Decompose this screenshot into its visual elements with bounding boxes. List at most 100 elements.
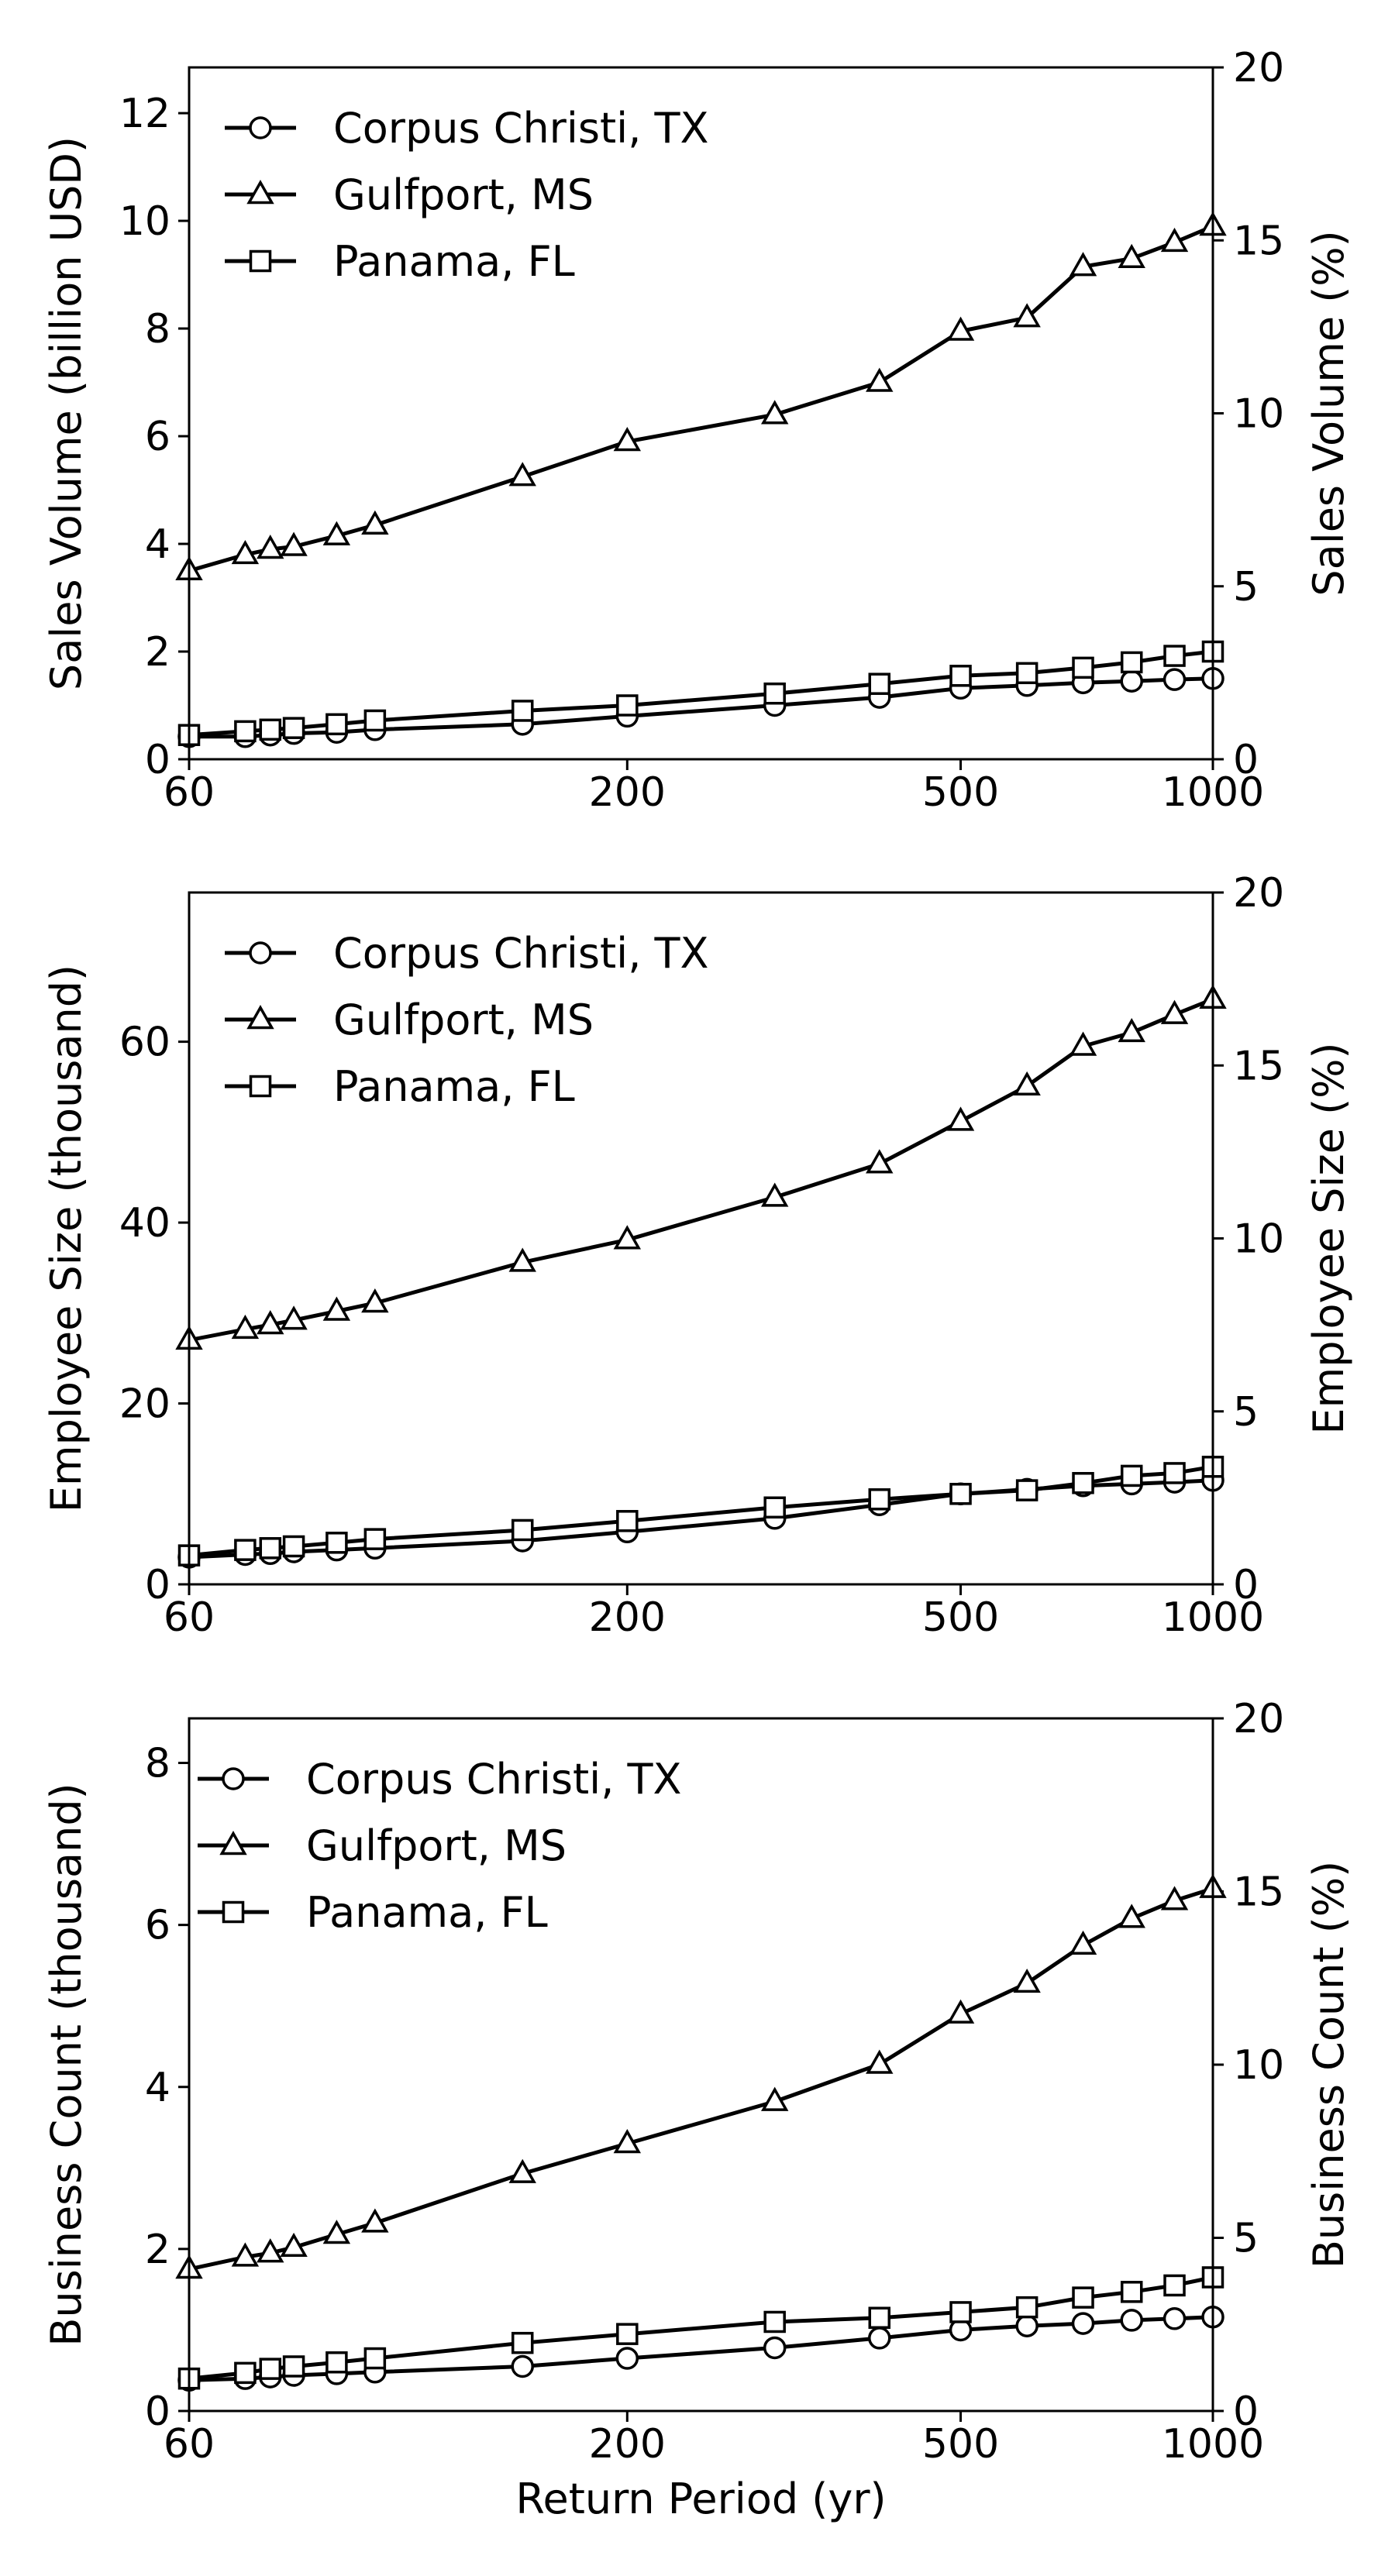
square-marker [1163,2274,1186,2297]
series-line [188,224,1214,573]
y2-tick-label: 15 [1233,1869,1284,1916]
square-marker [511,1518,534,1542]
legend-entry: Corpus Christi, TX [225,104,709,153]
y-tick-label: 0 [145,1562,170,1608]
legend-entry: Panama, FL [225,237,575,286]
legend-entry: Gulfport, MS [225,170,594,219]
circle-marker [249,116,272,139]
y2-tick-label: 20 [1233,45,1284,91]
square-marker [616,2323,639,2345]
y-tick-label: 60 [119,1020,170,1066]
y2-tick-label: 10 [1233,391,1284,438]
series-line [188,2275,1214,2381]
square-marker [259,1537,282,1560]
y-tick-label: 4 [145,2065,170,2111]
series-line [189,676,1214,739]
triangle-marker [946,1999,975,2024]
square-marker [1072,2286,1094,2309]
square-marker [234,2361,257,2385]
circle-marker [1162,2307,1187,2330]
y2-axis-label: Business Count (%) [1304,1861,1353,2268]
square-marker [511,2331,534,2354]
triangle-marker [231,2242,260,2267]
circle-marker [511,2354,534,2378]
circle-marker [615,2347,639,2370]
triangle-marker [1069,252,1097,277]
y2-tick-label: 0 [1233,1562,1259,1608]
square-marker [259,2358,282,2380]
legend-entry: Corpus Christi, TX [225,929,709,978]
x-tick-label: 60 [164,769,215,816]
triangle-marker [361,510,389,535]
triangle-marker [946,1106,975,1131]
y-axis-label: Employee Size (thousand) [42,965,91,1512]
y2-axis-label: Employee Size (%) [1304,1042,1353,1434]
plot-frame [188,1717,1214,2413]
y-tick-label: 2 [145,629,170,676]
square-marker [363,1528,387,1550]
circle-marker [1071,2312,1095,2335]
y2-tick-label: 5 [1233,564,1259,610]
series-line [188,997,1214,1343]
triangle-marker [257,1310,284,1335]
square-marker [949,665,972,687]
x-tick-label: 500 [922,769,999,816]
legend-entry: Corpus Christi, TX [198,1755,682,1804]
square-marker [949,1483,972,1505]
triangle-marker [1069,1031,1097,1056]
x-tick-label: 60 [164,1594,215,1641]
y2-tick-label: 10 [1233,2042,1284,2089]
triangle-marker [280,1305,308,1330]
y-tick-label: 12 [119,91,170,137]
square-marker [1120,651,1143,674]
x-tick-label: 500 [922,2421,999,2468]
y-tick-label: 2 [145,2227,170,2273]
y2-tick-label: 0 [1233,737,1259,783]
triangle-marker [361,2208,389,2233]
square-marker [282,1535,305,1558]
y-tick-label: 20 [119,1381,170,1428]
x-tick-label: 1000 [1162,1594,1264,1641]
triangle-marker [231,539,260,565]
square-marker [1120,2281,1143,2303]
y2-tick-label: 15 [1233,218,1284,264]
triangle-marker [1013,303,1041,328]
plot-frame [188,891,1214,1586]
triangle-marker [508,1247,536,1272]
triangle-marker [760,2086,789,2111]
y-axis-label: Business Count (thousand) [42,1783,91,2346]
square-marker [763,1496,786,1519]
y-tick-label: 0 [145,2389,170,2435]
triangle-marker [866,367,894,392]
triangle-marker [322,2220,351,2244]
triangle-marker [613,427,642,452]
x-tick-label: 200 [589,769,666,816]
circle-marker [1120,669,1143,693]
triangle-marker [866,1149,894,1174]
square-marker [222,1900,245,1924]
triangle-marker [508,2158,536,2183]
series-line [188,649,1214,738]
square-marker [868,672,891,695]
x-axis-label: Return Period (yr) [515,2475,886,2523]
square-marker [1015,2296,1038,2319]
y2-tick-label: 20 [1233,1696,1284,1742]
square-marker [511,700,534,722]
triangle-marker [613,2129,642,2154]
legend-label: Corpus Christi, TX [306,1755,682,1804]
square-marker [1072,1472,1094,1494]
square-marker [326,2351,348,2374]
triangle-marker [613,1225,642,1250]
square-marker [259,718,282,741]
triangle-marker [508,462,536,487]
square-marker [1015,662,1038,685]
y-tick-label: 0 [145,737,170,783]
square-marker [326,1532,348,1554]
triangle-marker [1013,1968,1041,1993]
series-square [177,2266,1224,2390]
square-marker [763,2310,786,2334]
square-marker [234,720,257,743]
